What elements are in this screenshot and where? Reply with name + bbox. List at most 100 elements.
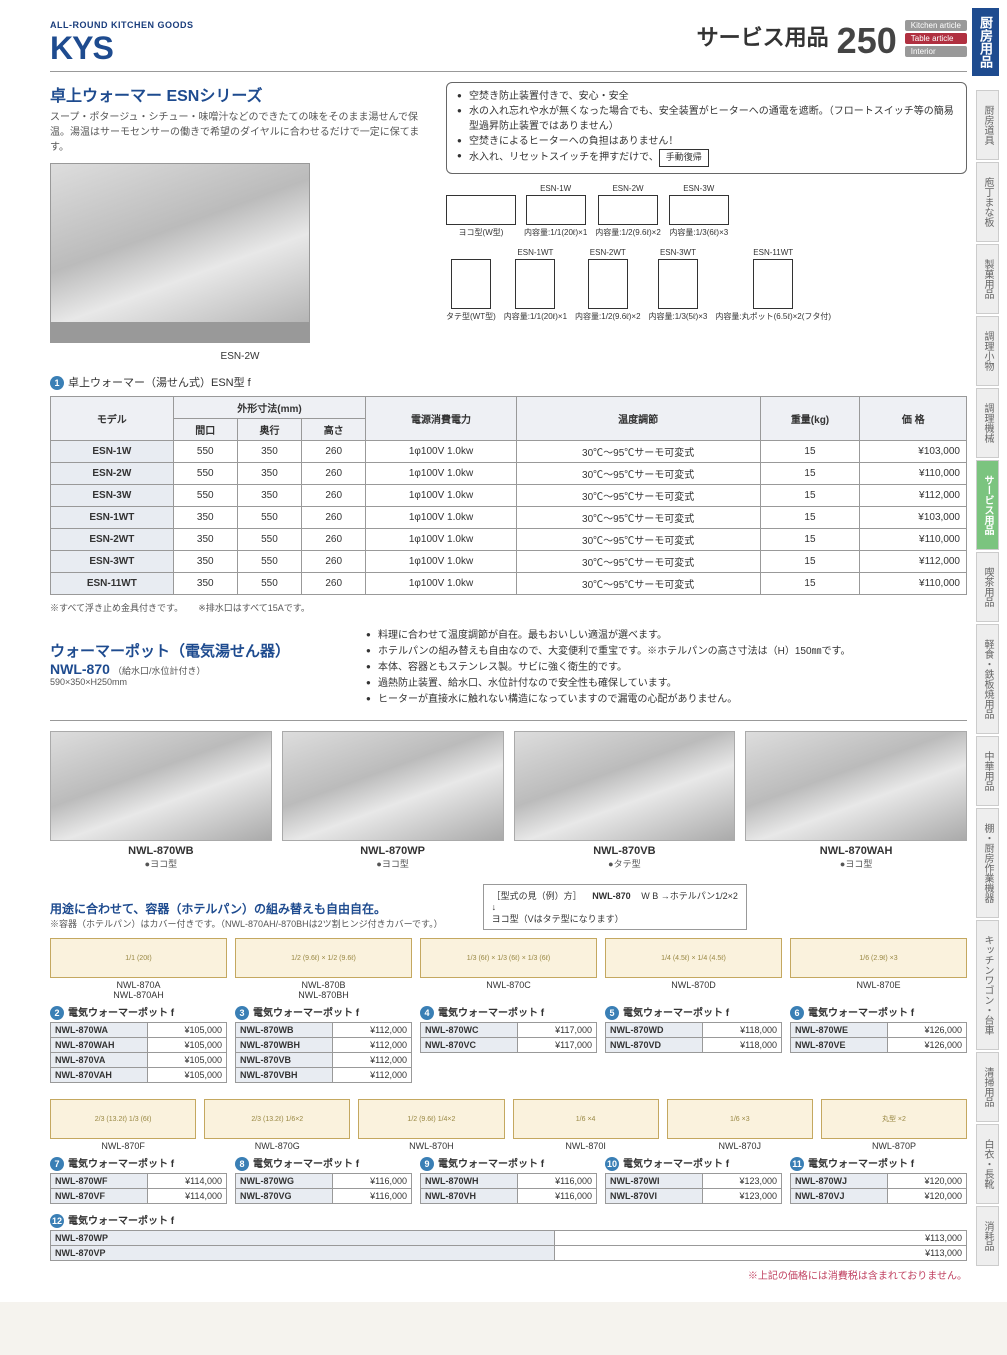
price-block-11: 11電気ウォーマーポット f NWL-870WJ¥120,000NWL-870V… (790, 1155, 967, 1204)
price-row: NWL-870WH¥116,000 (421, 1174, 597, 1189)
manual-reset-label: 手動復帰 (659, 149, 709, 167)
price-row: NWL-870VF¥114,000 (51, 1189, 227, 1204)
nwl-feature-1: ホテルパンの組み替えも自由なので、大変便利で重宝です。※ホテルパンの高さ寸法は（… (366, 644, 967, 660)
price-row: NWL-870VE¥126,000 (791, 1038, 967, 1053)
price-row: NWL-870WB¥112,000 (236, 1023, 412, 1038)
nwl-features-wrap: 料理に合わせて温度調節が自在。最もおいしい適温が選べます。ホテルパンの組み替えも… (366, 628, 967, 708)
price-row: NWL-870VBH¥112,000 (236, 1068, 412, 1083)
config-diagram: 2/3 (13.2ℓ) 1/6×2 (204, 1099, 350, 1139)
catalog-page: 厨房用品 厨房道具庖丁まな板製菓用品調理小物調理機械サービス用品喫茶用品軽食・鉄… (0, 0, 1007, 1302)
price-title: 11電気ウォーマーポット f (790, 1155, 967, 1171)
price-title: 10電気ウォーマーポット f (605, 1155, 782, 1171)
price-row: NWL-870WF¥114,000 (51, 1174, 227, 1189)
config-diagram: 1/2 (9.6ℓ) 1/4×2 (358, 1099, 504, 1139)
nwl-dims: 590×350×H250mm (50, 677, 350, 687)
price-block-8: 8電気ウォーマーポット f NWL-870WG¥116,000NWL-870VG… (235, 1155, 412, 1204)
product-NWL-870WB: NWL-870WB ●ヨコ型 (50, 731, 272, 870)
table-note-1: ※すべて浮き止め金具付きです。 (50, 603, 183, 613)
price-block-6: 6電気ウォーマーポット f NWL-870WE¥126,000NWL-870VE… (790, 1004, 967, 1083)
diagram-row-yoko: ヨコ型(W型) ESN-1W 内容量:1/1(20ℓ)×1 ESN-2W 内容量… (446, 184, 967, 238)
footer-note: ※上記の価格には消費税は含まれておりません。 (50, 1267, 967, 1282)
product-NWL-870WAH: NWL-870WAH ●ヨコ型 (745, 731, 967, 870)
config-cell: 2/3 (13.2ℓ) 1/3 (6ℓ) NWL-870F (50, 1099, 196, 1151)
price-title: 3電気ウォーマーポット f (235, 1004, 412, 1020)
price-block-5: 5電気ウォーマーポット f NWL-870WD¥118,000NWL-870VD… (605, 1004, 782, 1083)
config-label: NWL-870C (420, 980, 597, 990)
bullet-1: 1 (50, 376, 64, 390)
side-tab-12[interactable]: 白衣・長靴 (976, 1124, 999, 1204)
price-table: NWL-870WH¥116,000NWL-870VH¥116,000 (420, 1173, 597, 1204)
price-row: NWL-870VA¥105,000 (51, 1053, 227, 1068)
price-block-9: 9電気ウォーマーポット f NWL-870WH¥116,000NWL-870VH… (420, 1155, 597, 1204)
price-table: NWL-870WP¥113,000NWL-870VP¥113,000 (50, 1230, 967, 1261)
config-cell: 1/6 ×4 NWL-870I (513, 1099, 659, 1151)
price-grid-bottom: 7電気ウォーマーポット f NWL-870WF¥114,000NWL-870VF… (50, 1155, 967, 1261)
combo-header-row: 用途に合わせて、容器（ホテルパン）の組み替えも自由自在。 ※容器（ホテルパン）は… (50, 884, 967, 930)
price-table: NWL-870WC¥117,000NWL-870VC¥117,000 (420, 1022, 597, 1053)
logo-text: KYS (50, 30, 194, 67)
side-tab-0[interactable]: 厨房道具 (976, 90, 999, 160)
table-row: ESN-2WT3505502601φ100V 1.0kw30℃〜95℃サーモ可変… (51, 529, 967, 551)
product-type: ●ヨコ型 (745, 857, 967, 870)
table-row: ESN-11WT3505502601φ100V 1.0kw30℃〜95℃サーモ可… (51, 573, 967, 595)
price-row: NWL-870WI¥123,000 (606, 1174, 782, 1189)
side-main-tab: 厨房用品 (972, 8, 999, 76)
nwl-feature-3: 過熱防止装置、給水口、水位計付なので安全性も確保しています。 (366, 676, 967, 692)
esn-features: 空焚き防止装置付きで、安心・安全水の入れ忘れや水が無くなった場合でも、安全装置が… (446, 82, 967, 174)
price-row: NWL-870WJ¥120,000 (791, 1174, 967, 1189)
price-block-4: 4電気ウォーマーポット f NWL-870WC¥117,000NWL-870VC… (420, 1004, 597, 1083)
tag-interior: Interior (905, 46, 967, 57)
esn-feature-3: 水入れ、リセットスイッチを押すだけで、手動復帰 (457, 149, 956, 167)
price-row: NWL-870WA¥105,000 (51, 1023, 227, 1038)
price-title: 12電気ウォーマーポット f (50, 1212, 967, 1228)
config-cell: 1/3 (6ℓ) × 1/3 (6ℓ) × 1/3 (6ℓ) NWL-870C (420, 938, 597, 1000)
price-title: 7電気ウォーマーポット f (50, 1155, 227, 1171)
price-table: NWL-870WE¥126,000NWL-870VE¥126,000 (790, 1022, 967, 1053)
config-cell: 1/4 (4.5ℓ) × 1/4 (4.5ℓ) NWL-870D (605, 938, 782, 1000)
side-tab-13[interactable]: 消耗品 (976, 1206, 999, 1266)
side-tab-5[interactable]: サービス用品 (976, 460, 999, 550)
esn-title: 卓上ウォーマー ESNシリーズ (50, 82, 430, 106)
side-tab-4[interactable]: 調理機械 (976, 388, 999, 458)
config-diagram: 1/6 (2.9ℓ) ×3 (790, 938, 967, 978)
price-title: 6電気ウォーマーポット f (790, 1004, 967, 1020)
esn-right: 空焚き防止装置付きで、安心・安全水の入れ忘れや水が無くなった場合でも、安全装置が… (446, 82, 967, 362)
price-row: NWL-870VAH¥105,000 (51, 1068, 227, 1083)
diagram-row-tate: タテ型(WT型) ESN-1WT 内容量:1/1(20ℓ)×1 ESN-2WT … (446, 248, 967, 322)
combo-title: 用途に合わせて、容器（ホテルパン）の組み替えも自由自在。 (50, 900, 443, 917)
config-label: NWL-870P (821, 1141, 967, 1151)
price-block-2: 2電気ウォーマーポット f NWL-870WA¥105,000NWL-870WA… (50, 1004, 227, 1083)
side-tab-10[interactable]: キッチンワゴン・台車 (976, 920, 999, 1050)
table-row: ESN-1WT3505502601φ100V 1.0kw30℃〜95℃サーモ可変… (51, 507, 967, 529)
side-tab-7[interactable]: 軽食・鉄板焼用品 (976, 624, 999, 734)
table-row: ESN-3W5503502601φ100V 1.0kw30℃〜95℃サーモ可変式… (51, 485, 967, 507)
product-NWL-870WP: NWL-870WP ●ヨコ型 (282, 731, 504, 870)
price-table: NWL-870WB¥112,000NWL-870WBH¥112,000NWL-8… (235, 1022, 412, 1083)
price-block-12: 12電気ウォーマーポット f NWL-870WP¥113,000NWL-870V… (50, 1212, 967, 1261)
side-tab-3[interactable]: 調理小物 (976, 316, 999, 386)
config-diagram: 2/3 (13.2ℓ) 1/3 (6ℓ) (50, 1099, 196, 1139)
price-block-10: 10電気ウォーマーポット f NWL-870WI¥123,000NWL-870V… (605, 1155, 782, 1204)
esn-diagrams: ヨコ型(W型) ESN-1W 内容量:1/1(20ℓ)×1 ESN-2W 内容量… (446, 184, 967, 322)
category-title: サービス用品 (697, 20, 829, 52)
logo-tagline: ALL-ROUND KITCHEN GOODS (50, 20, 194, 30)
tate-type-label: タテ型(WT型) (446, 259, 496, 322)
nwl-model: NWL-870 (50, 661, 110, 677)
product-NWL-870VB: NWL-870VB ●タテ型 (514, 731, 736, 870)
price-row: NWL-870WE¥126,000 (791, 1023, 967, 1038)
side-tab-6[interactable]: 喫茶用品 (976, 552, 999, 622)
config-cell: 1/6 (2.9ℓ) ×3 NWL-870E (790, 938, 967, 1000)
nwl-feature-2: 本体、容器ともステンレス製。サビに強く衛生的です。 (366, 660, 967, 676)
price-title: 5電気ウォーマーポット f (605, 1004, 782, 1020)
esn-product-image (50, 163, 310, 343)
diagram-ESN-2WT: ESN-2WT 内容量:1/2(9.6ℓ)×2 (575, 248, 641, 322)
side-tab-1[interactable]: 庖丁まな板 (976, 162, 999, 242)
side-tab-8[interactable]: 中華用品 (976, 736, 999, 806)
header-tags: Kitchen article Table article Interior (905, 20, 967, 57)
side-tab-11[interactable]: 清掃用品 (976, 1052, 999, 1122)
side-tab-2[interactable]: 製菓用品 (976, 244, 999, 314)
config-label: NWL-870A NWL-870AH (50, 980, 227, 1000)
combo-header: 用途に合わせて、容器（ホテルパン）の組み替えも自由自在。 ※容器（ホテルパン）は… (50, 884, 443, 930)
config-diagram: 丸型 ×2 (821, 1099, 967, 1139)
side-tab-9[interactable]: 棚・厨房作業機器 (976, 808, 999, 918)
